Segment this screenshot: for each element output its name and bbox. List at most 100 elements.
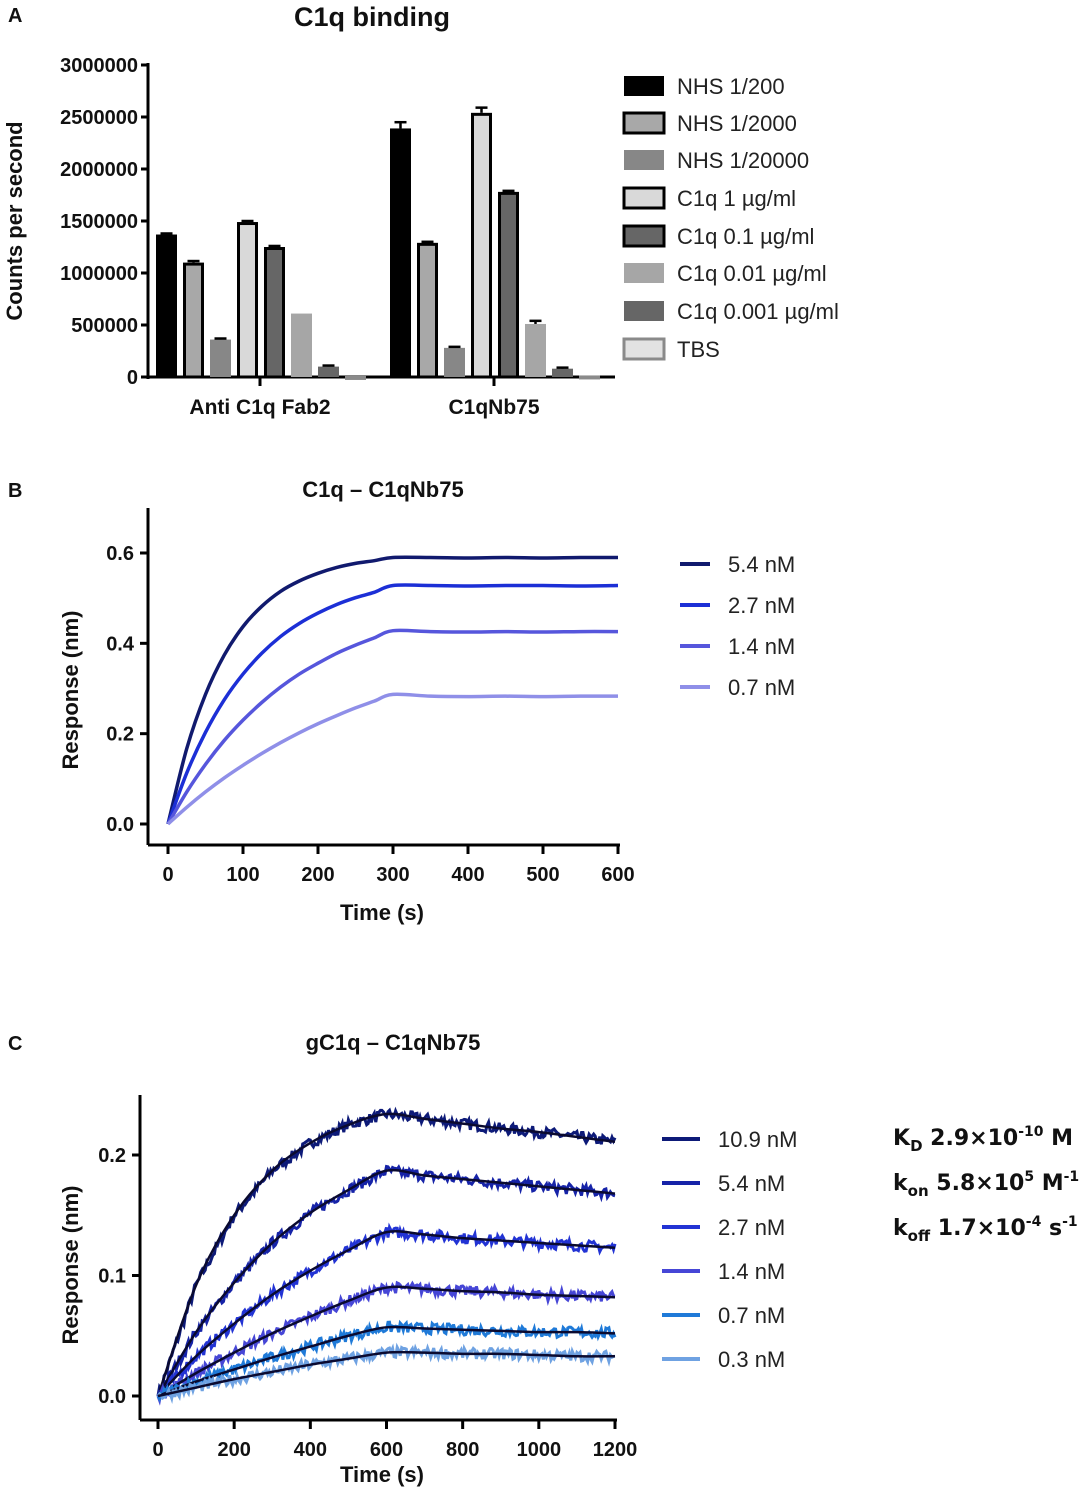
panel-label-a: A — [8, 5, 22, 27]
x-tick-label: 800 — [446, 1439, 479, 1461]
bar — [498, 191, 519, 379]
legend-swatch — [624, 76, 664, 96]
x-tick-label: Anti C1q Fab2 — [189, 396, 330, 419]
x-tick-label: 200 — [301, 864, 334, 886]
legend-label: NHS 1/20000 — [677, 148, 809, 173]
bar — [237, 222, 258, 379]
x-tick-label: 1000 — [517, 1439, 562, 1461]
panel-label-c: C — [8, 1033, 22, 1055]
kinetics-annotation: koff 1.7×10-4 s-1 — [893, 1214, 1078, 1245]
chart-b: 0.0 0.2 0.4 0.6 0 100 200 300 400 500 600 5.4 nM 2.7… — [106, 508, 795, 886]
x-tick-label: 100 — [226, 864, 259, 886]
kinetic-subscript: off — [908, 1227, 931, 1245]
y-tick-label: 0.2 — [98, 1145, 126, 1167]
bar — [390, 128, 411, 377]
x-tick-label: 600 — [601, 864, 634, 886]
series-line — [157, 1222, 617, 1398]
x-tick-label: 0 — [152, 1439, 163, 1461]
bar — [156, 234, 177, 377]
fit-line — [157, 1350, 616, 1398]
legend-label: 2.7 nM — [718, 1215, 785, 1240]
chart-b-title: C1q – C1qNb75 — [302, 477, 463, 502]
y-tick-label: 1500000 — [60, 211, 138, 233]
legend-label: 0.7 nM — [718, 1303, 785, 1328]
series-line — [166, 555, 619, 825]
legend-label: C1q 0.001 µg/ml — [677, 299, 839, 324]
kinetic-value: 5.8×10 — [929, 1171, 1025, 1196]
y-tick-label: 0.6 — [106, 543, 134, 565]
kinetic-exponent: -4 — [1026, 1214, 1042, 1230]
bar — [444, 347, 465, 377]
bar — [579, 375, 600, 380]
series-line — [166, 692, 619, 826]
kinetic-unit: s — [1041, 1216, 1062, 1241]
legend-label: 10.9 nM — [718, 1127, 798, 1152]
kinetic-exponent: -10 — [1018, 1124, 1044, 1140]
kinetic-subscript: D — [910, 1137, 922, 1155]
fit-line — [157, 1285, 616, 1398]
kinetics-annotation: KD 2.9×10-10 M — [893, 1124, 1073, 1155]
fit-line — [156, 1112, 616, 1397]
chart-b-ylabel: Response (nm) — [58, 611, 83, 770]
kinetic-subscript: on — [908, 1182, 929, 1200]
legend-swatch — [622, 186, 666, 210]
y-tick-label: 0 — [127, 367, 138, 389]
x-tick-label: 500 — [526, 864, 559, 886]
fit-line — [157, 1325, 616, 1398]
legend-label: 2.7 nM — [728, 593, 795, 618]
chart-c-xlabel: Time (s) — [340, 1462, 424, 1487]
kinetic-value: 2.9×10 — [923, 1126, 1019, 1151]
legend-label: NHS 1/2000 — [677, 111, 797, 136]
legend-label: NHS 1/200 — [677, 74, 785, 99]
legend-label: C1q 1 µg/ml — [677, 186, 796, 211]
series-line — [166, 628, 619, 825]
y-tick-label: 1000000 — [60, 263, 138, 285]
chart-a-title: C1q binding — [294, 2, 450, 32]
y-tick-label: 0.4 — [106, 633, 135, 655]
kinetic-value: 1.7×10 — [930, 1216, 1026, 1241]
legend-swatch — [622, 224, 666, 248]
fit-line — [157, 1230, 616, 1397]
legend-label: C1q 0.1 µg/ml — [677, 224, 814, 249]
legend-swatch — [622, 111, 666, 135]
bar — [417, 242, 438, 379]
x-tick-label: 1200 — [593, 1439, 638, 1461]
legend-swatch — [622, 337, 666, 361]
x-tick-label: 0 — [162, 864, 173, 886]
y-tick-label: 0.0 — [106, 814, 134, 836]
x-tick-label: 300 — [376, 864, 409, 886]
chart-c-title: gC1q – C1qNb75 — [306, 1030, 481, 1055]
bar — [291, 313, 312, 377]
y-tick-label: 500000 — [71, 315, 138, 337]
legend-label: 1.4 nM — [728, 634, 795, 659]
series-line — [156, 1164, 616, 1397]
legend-swatch — [624, 301, 664, 321]
kinetics-annotation: kon 5.8×105 M-1s-1 — [893, 1169, 1080, 1200]
bar — [345, 375, 366, 380]
y-tick-label: 0.2 — [106, 724, 134, 746]
kinetic-symbol: k — [893, 1171, 909, 1196]
panel-label-b: B — [8, 480, 22, 502]
bar — [183, 262, 204, 379]
kinetic-exponent: 5 — [1024, 1169, 1034, 1185]
chart-b-xlabel: Time (s) — [340, 900, 424, 925]
kinetic-unit: M — [1034, 1171, 1064, 1196]
legend-swatch — [624, 263, 664, 283]
x-tick-label: 400 — [294, 1439, 327, 1461]
y-tick-label: 2500000 — [60, 107, 138, 129]
kinetic-unit-exponent: -1 — [1062, 1214, 1078, 1230]
kinetic-symbol: K — [893, 1126, 911, 1151]
legend-swatch — [624, 150, 664, 170]
kinetic-symbol: k — [893, 1216, 909, 1241]
kinetic-unit: M — [1044, 1126, 1074, 1151]
legend-label: C1q 0.01 µg/ml — [677, 261, 827, 286]
legend-label: 5.4 nM — [728, 552, 795, 577]
series-line — [166, 583, 619, 825]
bar — [525, 323, 546, 377]
y-tick-label: 0.0 — [98, 1386, 126, 1408]
chart-a-ylabel: Counts per second — [2, 121, 27, 320]
x-tick-label: C1qNb75 — [448, 396, 539, 419]
legend-label: 1.4 nM — [718, 1259, 785, 1284]
kinetic-unit-exponent: -1 — [1064, 1169, 1080, 1185]
